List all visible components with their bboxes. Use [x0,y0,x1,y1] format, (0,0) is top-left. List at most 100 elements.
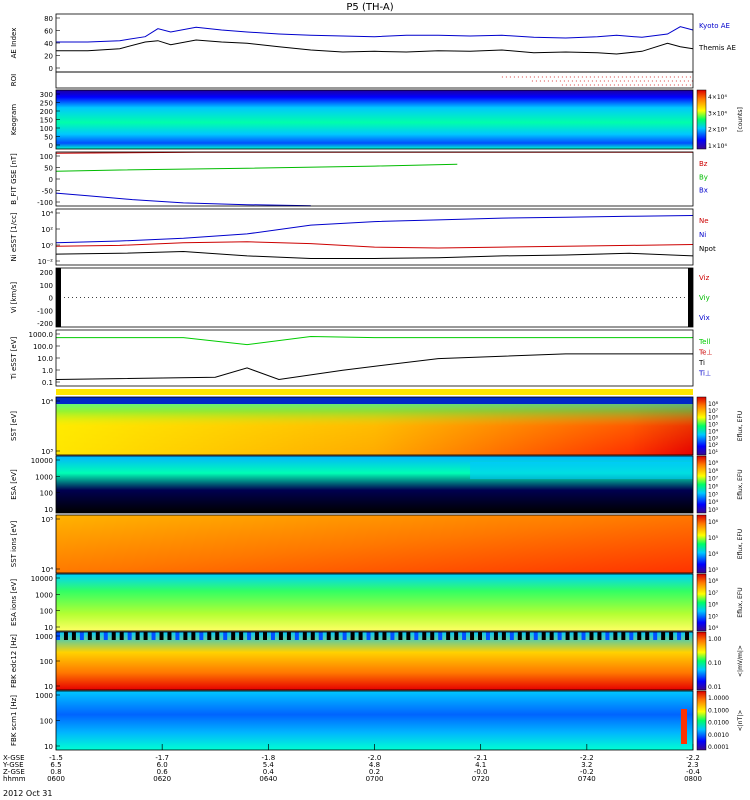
keogram-ytick: 150 [40,117,53,125]
x-tick-x-gse: -1.7 [155,754,169,762]
x-tick-z-gse: -0.0 [474,768,488,776]
keogram-spectrogram [56,90,693,149]
esa_e-colorbar-tick: 10⁶ [708,484,719,491]
bfield-ytick: -50 [42,188,53,196]
x-tick-hhmm: 0620 [153,775,171,783]
fbk_b-colorbar-tick: 0.1000 [708,707,729,714]
fbk-e-stripe [517,632,522,640]
x-tick-x-gse: -2.1 [474,754,488,762]
keogram-ytick: 200 [40,108,53,116]
sst-e-overlay [56,397,693,455]
temperature-legend-te-: Te⊥ [698,349,713,357]
ae-ytick: 40 [44,40,53,48]
fbk_e-colorbar-tick: 1.00 [708,636,722,643]
temperature-ytick: 0.1 [42,379,53,387]
velocity-frame [55,267,694,328]
sst_i-ytick: 10⁵ [41,516,53,524]
fbk-e-stripe [286,632,291,640]
keogram-colorbar-tick: 4×10⁴ [708,94,727,101]
fbk-e-stripe [653,632,658,640]
keogram-ytick: 250 [40,100,53,108]
fbk-e-stripe [549,632,554,640]
x-tick-hhmm: 0640 [259,775,277,783]
keogram-ytick: 100 [40,125,53,133]
keogram-colorbar-label: [counts] [737,107,744,132]
bfield-series-bz [55,151,693,154]
ae-series-kyoto-ae [56,26,694,43]
bfield-frame [55,151,694,207]
temperature-ytick: 1000.0 [29,331,54,339]
temperature-ytick: 10.0 [37,355,53,363]
fbk-e-stripe [255,632,260,640]
sst_e-colorbar-tick: 10⁴ [708,428,719,435]
fbk-e-stripe [573,632,578,640]
fbk-e-stripe [685,632,690,640]
fbk-e-stripe [629,632,634,640]
esa-e-band [470,462,693,480]
fbk-e-stripe [215,632,220,640]
plot-title: P5 (TH-A) [346,2,393,13]
keogram-ylabel: Keogram [10,104,18,135]
bfield-ytick: 100 [40,153,53,161]
fbk-e-stripe [223,632,228,640]
fbk-e-stripe [167,632,172,640]
sst-e-top-band [56,397,693,404]
esa_i-colorbar-tick: 10⁸ [708,578,719,585]
fbk-e-stripe [438,632,443,640]
fbk-e-stripe [63,632,68,640]
fbk-e-stripe [398,632,403,640]
esa_e-ytick: 10000 [31,457,53,465]
fbk-e-stripe [645,632,650,640]
fbk-e-stripe [310,632,315,640]
x-tick-y-gse: 3.2 [581,761,592,769]
fbk-e-stripe [557,632,562,640]
fbk-e-stripe [414,632,419,640]
fbk-e-stripe [565,632,570,640]
bfield-series-bx [55,192,311,207]
sst_i-spectrogram [56,515,693,573]
fbk-e-stripe [621,632,626,640]
x-tick-y-gse: 5.4 [263,761,275,769]
fbk-e-stripe [382,632,387,640]
esa_i-ytick: 100 [40,608,53,616]
sst_e-colorbar-tick: 10³ [708,435,719,442]
x-tick-z-gse: 0.2 [369,768,380,776]
fbk_b-colorbar-tick: 0.0100 [708,720,729,727]
sst_e-ytick: 10⁴ [41,398,53,406]
sst_i-ylabel: SST ions [eV] [10,520,18,567]
density-ytick: 10⁴ [41,210,53,218]
density-legend-ni: Ni [699,231,706,239]
fbk-e-stripe [263,632,268,640]
esa_e-colorbar-label: Eflux, EFU [737,469,744,499]
ae-ytick: 60 [44,28,53,36]
sst_e-colorbar-tick: 10⁵ [708,422,719,429]
fbk-e-stripe [661,632,666,640]
x-tick-hhmm: 0740 [578,775,596,783]
ae-ylabel: AE Index [10,28,18,59]
bfield-ytick: 50 [44,165,53,173]
esa_e-ylabel: ESA [eV] [10,469,18,500]
keogram-colorbar-tick: 3×10⁴ [708,110,727,117]
fbk-e-stripe [342,632,347,640]
sst_e-colorbar-tick: 10¹ [708,449,719,456]
fbk_e-colorbar-label: <|mV/m|> [737,645,744,677]
x-tick-x-gse: -2.2 [580,754,594,762]
x-tick-x-gse: -2.0 [368,754,382,762]
esa_i-colorbar-label: Eflux, EFU [737,587,744,617]
temperature-legend-tell: Tell [698,338,710,346]
temperature-ylabel: Ti eSST [eV] [10,336,18,380]
keogram-colorbar [696,89,707,150]
x-tick-hhmm: 0600 [47,775,65,783]
footer-axis-label: Y-GSE [2,761,24,769]
fbk-e-stripe [430,632,435,640]
x-tick-y-gse: 2.3 [687,761,698,769]
fbk_b-ytick: 100 [40,718,53,726]
fbk_b-spectrogram [56,691,693,750]
fbk-e-stripe [358,632,363,640]
fbk_e-ylabel: FBK edc12 [Hz] [10,634,18,688]
fbk_e-spectrogram [56,632,693,690]
esa_i-ytick: 10000 [31,575,53,583]
fbk_b-ytick: 1000 [35,692,53,700]
density-legend-ne: Ne [699,217,709,225]
esa_i-colorbar-tick: 10⁵ [708,613,719,620]
